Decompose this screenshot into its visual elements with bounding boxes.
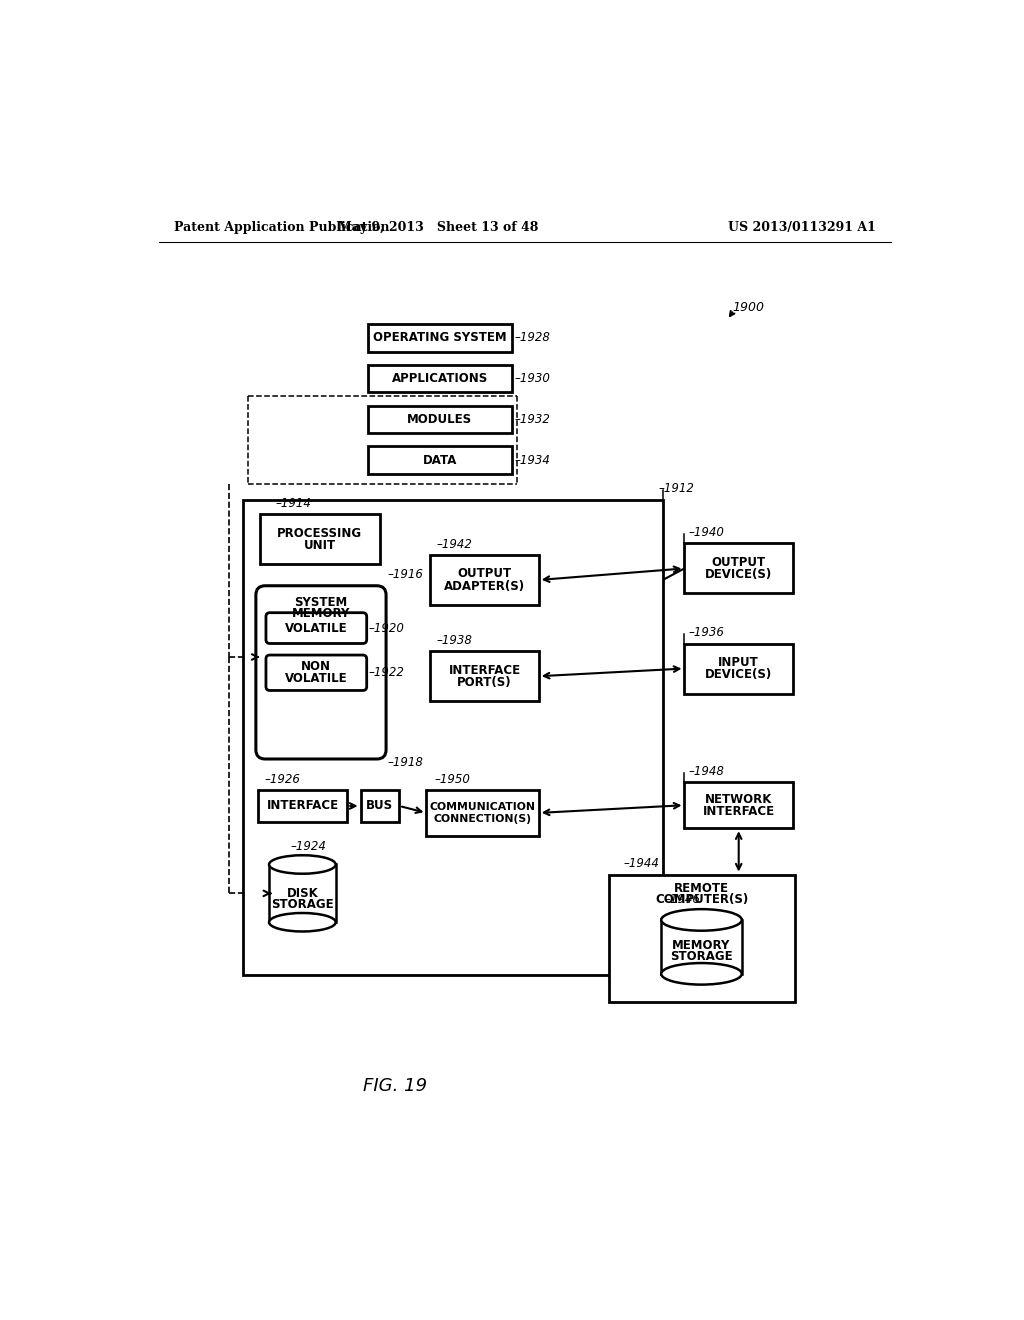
Text: PORT(S): PORT(S): [457, 676, 512, 689]
Text: Patent Application Publication: Patent Application Publication: [174, 222, 390, 234]
Text: –1950: –1950: [434, 772, 470, 785]
FancyBboxPatch shape: [369, 446, 512, 474]
Text: –1930: –1930: [515, 372, 551, 385]
FancyBboxPatch shape: [369, 323, 512, 351]
Text: INTERFACE: INTERFACE: [449, 664, 520, 677]
Text: REMOTE: REMOTE: [674, 882, 729, 895]
Text: –1912: –1912: [658, 482, 694, 495]
Text: –1942: –1942: [436, 537, 472, 550]
FancyBboxPatch shape: [426, 789, 539, 836]
Text: –1946: –1946: [665, 894, 700, 907]
FancyBboxPatch shape: [256, 586, 386, 759]
Text: –1922: –1922: [369, 667, 404, 680]
Text: –1938: –1938: [436, 634, 472, 647]
Text: –1920: –1920: [369, 622, 404, 635]
Text: APPLICATIONS: APPLICATIONS: [392, 372, 488, 385]
Text: SYSTEM: SYSTEM: [294, 597, 347, 610]
FancyBboxPatch shape: [360, 789, 399, 822]
FancyBboxPatch shape: [269, 865, 336, 923]
Text: NON: NON: [301, 660, 332, 673]
FancyBboxPatch shape: [258, 789, 347, 822]
Text: –1934: –1934: [515, 454, 551, 467]
Text: STORAGE: STORAGE: [271, 898, 334, 911]
Text: COMPUTER(S): COMPUTER(S): [655, 892, 749, 906]
Text: INTERFACE: INTERFACE: [702, 805, 775, 818]
Ellipse shape: [269, 913, 336, 932]
Text: MEMORY: MEMORY: [292, 607, 350, 620]
FancyBboxPatch shape: [260, 515, 380, 564]
FancyBboxPatch shape: [430, 651, 539, 701]
Text: –1948: –1948: [688, 764, 724, 777]
Text: VOLATILE: VOLATILE: [285, 622, 347, 635]
Text: –1926: –1926: [264, 772, 300, 785]
Text: ADAPTER(S): ADAPTER(S): [444, 579, 525, 593]
Text: US 2013/0113291 A1: US 2013/0113291 A1: [728, 222, 877, 234]
FancyBboxPatch shape: [430, 554, 539, 605]
Text: –1944: –1944: [624, 857, 659, 870]
FancyBboxPatch shape: [243, 499, 663, 974]
Text: CONNECTION(S): CONNECTION(S): [433, 814, 531, 824]
Text: NETWORK: NETWORK: [705, 792, 772, 805]
FancyBboxPatch shape: [684, 644, 793, 693]
Text: COMMUNICATION: COMMUNICATION: [429, 801, 536, 812]
FancyBboxPatch shape: [684, 781, 793, 829]
Text: OUTPUT: OUTPUT: [458, 568, 512, 581]
Text: –1924: –1924: [291, 840, 327, 853]
FancyBboxPatch shape: [369, 405, 512, 433]
Ellipse shape: [662, 909, 741, 931]
FancyBboxPatch shape: [369, 364, 512, 392]
Text: PROCESSING: PROCESSING: [278, 527, 362, 540]
Text: STORAGE: STORAGE: [670, 950, 733, 964]
FancyBboxPatch shape: [608, 874, 795, 1002]
Text: DISK: DISK: [287, 887, 318, 900]
Text: BUS: BUS: [367, 800, 393, 813]
FancyBboxPatch shape: [684, 544, 793, 594]
Text: MEMORY: MEMORY: [673, 939, 731, 952]
Text: UNIT: UNIT: [304, 539, 336, 552]
Text: VOLATILE: VOLATILE: [285, 672, 347, 685]
Ellipse shape: [269, 855, 336, 874]
Text: –1928: –1928: [515, 331, 551, 345]
Text: –1932: –1932: [515, 413, 551, 426]
Text: May 9, 2013   Sheet 13 of 48: May 9, 2013 Sheet 13 of 48: [338, 222, 539, 234]
FancyBboxPatch shape: [266, 655, 367, 690]
Text: OUTPUT: OUTPUT: [712, 556, 766, 569]
Text: FIG. 19: FIG. 19: [364, 1077, 427, 1096]
Text: DEVICE(S): DEVICE(S): [706, 668, 772, 681]
Text: OPERATING SYSTEM: OPERATING SYSTEM: [373, 331, 507, 345]
FancyBboxPatch shape: [266, 612, 367, 644]
FancyBboxPatch shape: [662, 920, 741, 974]
Text: INPUT: INPUT: [718, 656, 759, 669]
Text: INTERFACE: INTERFACE: [266, 800, 339, 813]
Text: –1936: –1936: [688, 626, 724, 639]
Text: 1900: 1900: [732, 301, 765, 314]
Ellipse shape: [662, 964, 741, 985]
Text: DATA: DATA: [423, 454, 457, 467]
Text: –1914: –1914: [275, 496, 311, 510]
Text: MODULES: MODULES: [408, 413, 472, 426]
Text: –1918: –1918: [388, 755, 424, 768]
Text: –1940: –1940: [688, 527, 724, 539]
Text: –1916: –1916: [388, 569, 424, 582]
Text: DEVICE(S): DEVICE(S): [706, 568, 772, 581]
